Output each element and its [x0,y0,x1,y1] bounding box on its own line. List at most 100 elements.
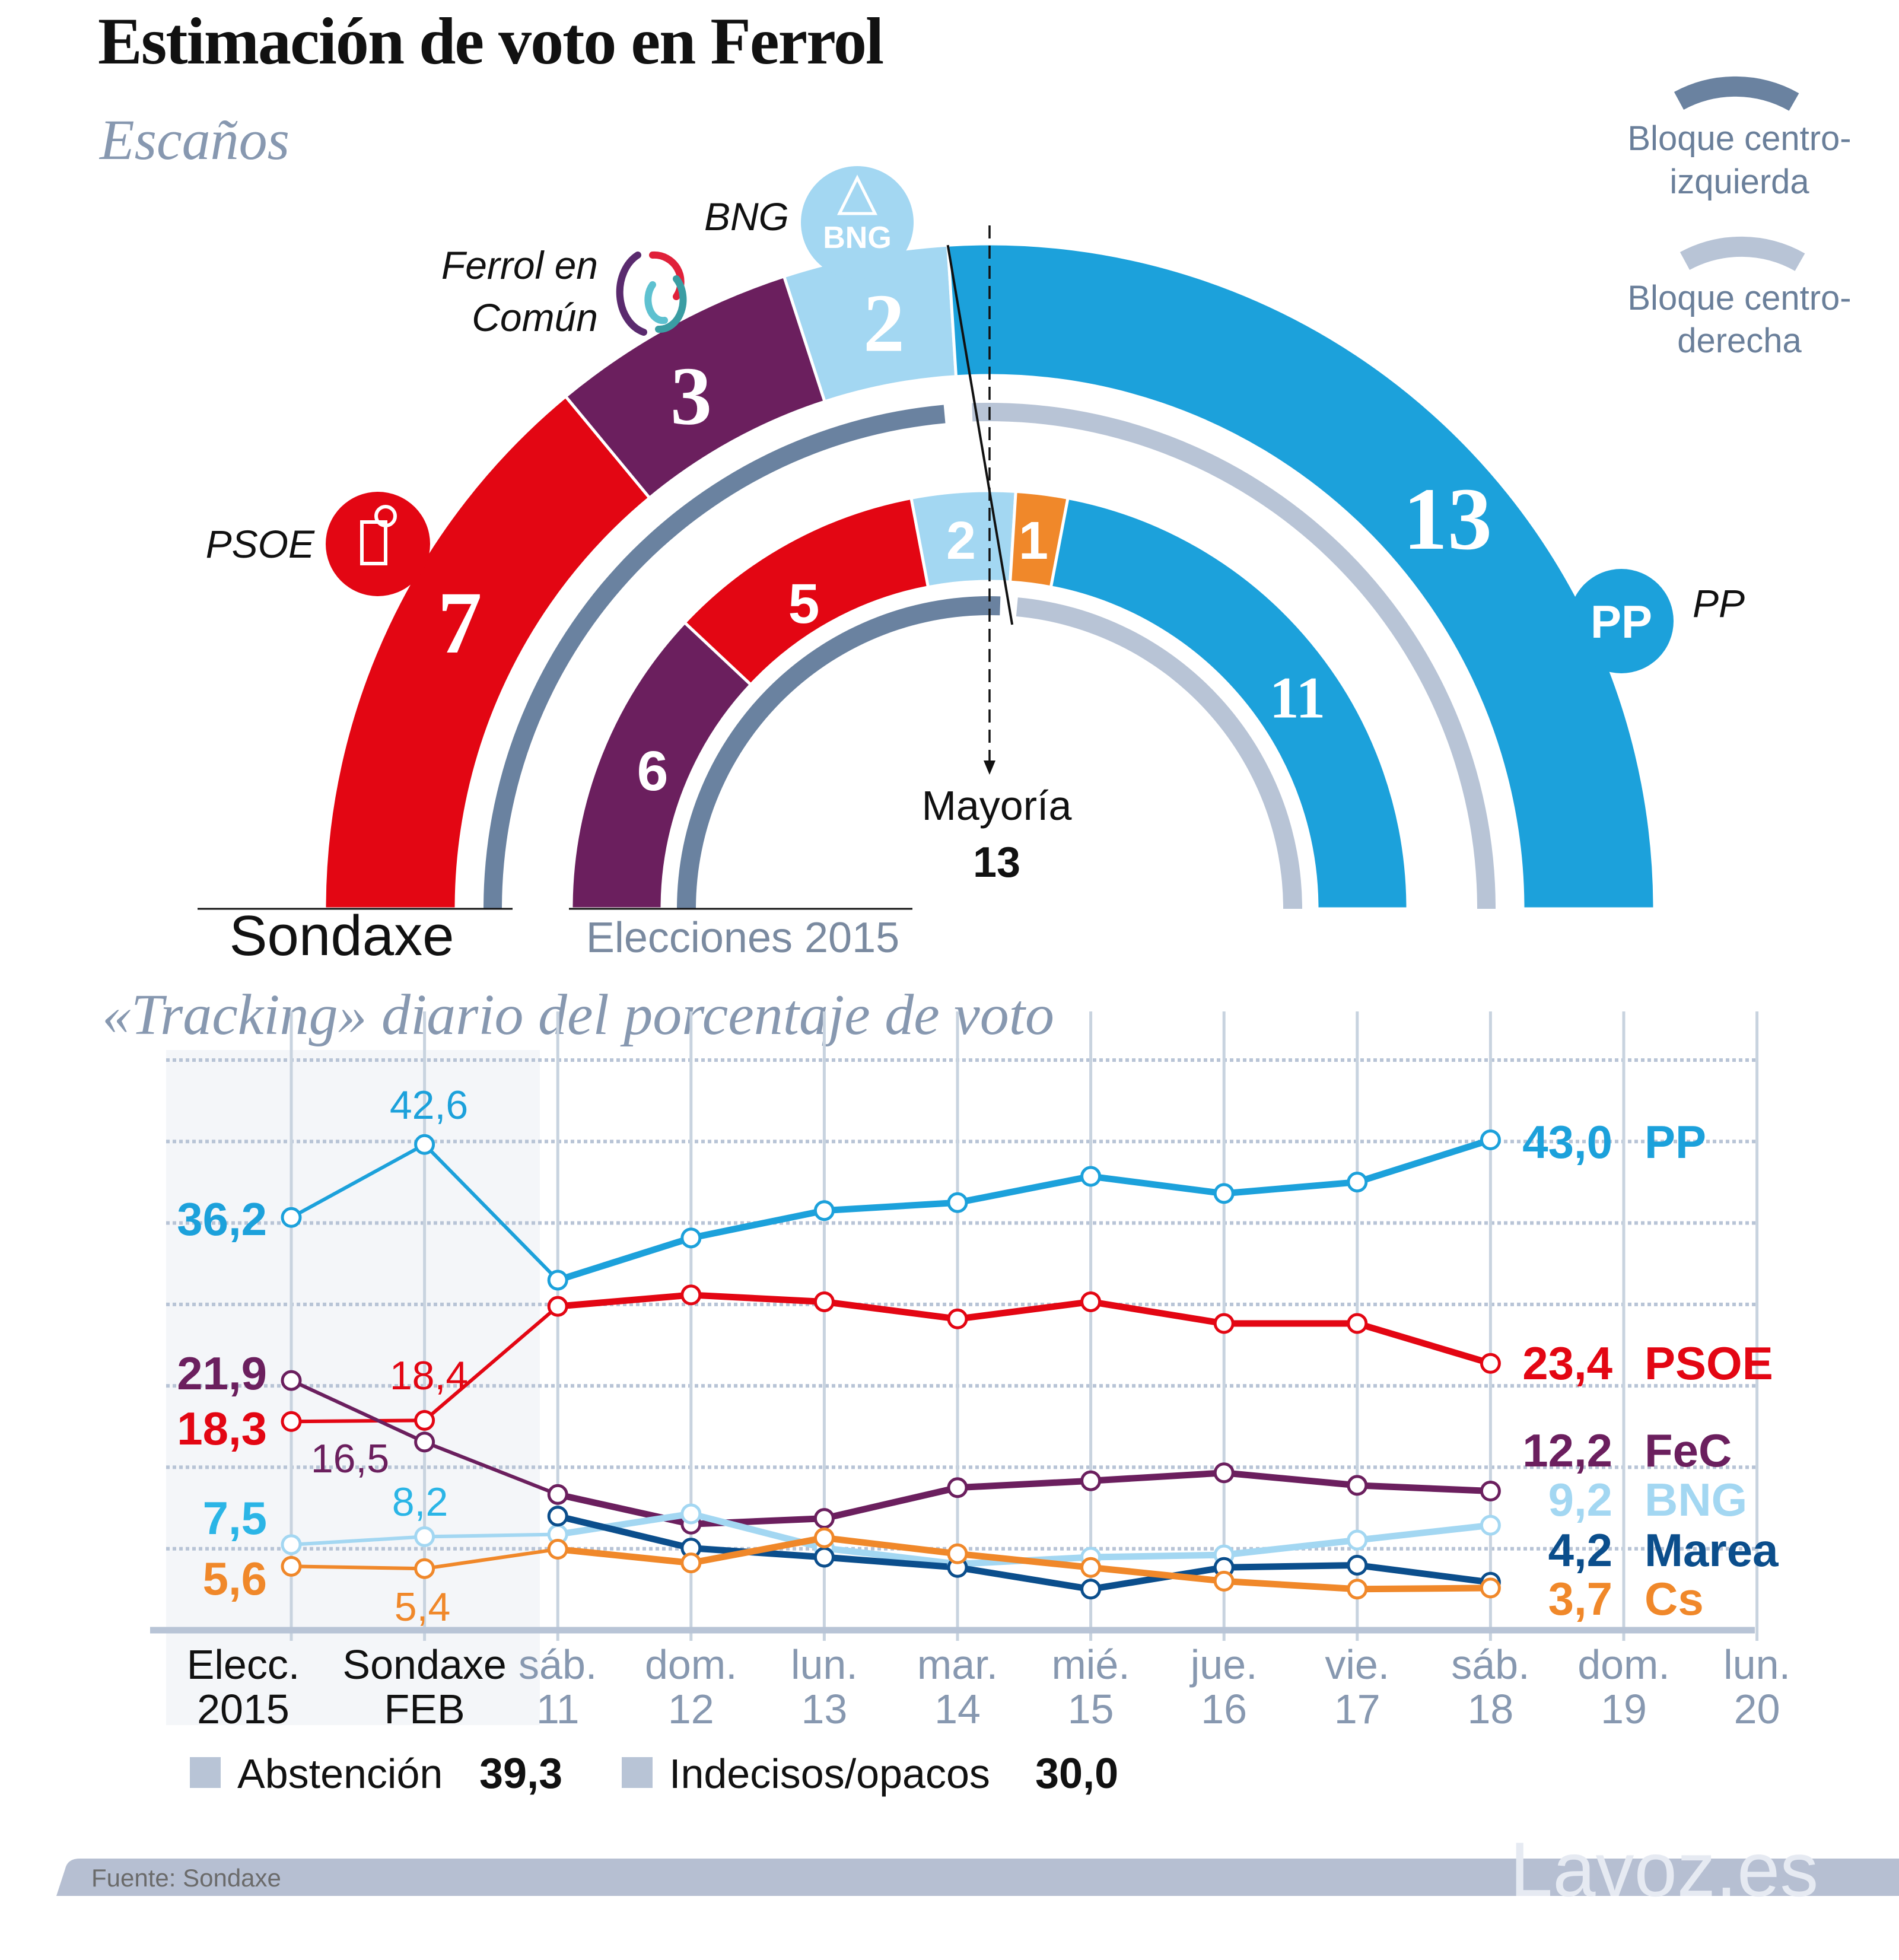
series-segment-fec [954,1477,1095,1491]
data-point-pp [281,1207,302,1228]
x-tick-label: 11 [536,1686,580,1732]
data-point-pp [414,1134,435,1155]
data-point-psoe [414,1409,435,1431]
series-segment-pp [1087,1173,1227,1197]
data-point-marea [1080,1579,1102,1600]
series-segment-psoe [954,1298,1095,1322]
majority-value: 13 [973,839,1020,886]
series-name-bng: BNG [1644,1474,1747,1526]
data-point-pp [1480,1129,1501,1151]
data-label-end-psoe: 23,4 [1522,1337,1612,1389]
seat-segment-pp [946,242,1656,911]
data-point-fec [1213,1462,1235,1484]
data-point-bng [547,1524,568,1545]
series-segment-pp [820,1199,961,1214]
x-tick-label: 19 [1601,1686,1647,1732]
series-segment-bng [290,1535,427,1547]
x-tick-label: lun. [791,1641,858,1688]
series-segment-bng [954,1554,1095,1568]
x-tick-label: 13 [801,1686,847,1732]
data-point-psoe [813,1291,835,1312]
seat-number-cs-2015: 1 [1019,511,1048,571]
series-segment-psoe [422,1304,560,1423]
data-point-bng [1480,1514,1501,1536]
abstencion-value: 39,3 [479,1750,562,1797]
x-tick-label: Sondaxe [342,1641,506,1688]
series-segment-pp [290,1143,427,1220]
series-segment-fec [1220,1469,1361,1489]
series-segment-marea [1354,1561,1494,1586]
seat-number-bng: 2 [863,278,905,370]
x-tick-label: lun. [1723,1641,1790,1688]
data-point-bng [1347,1529,1368,1551]
majority-arrow-icon [984,761,995,775]
x-tick-label: 20 [1734,1686,1780,1732]
gridlines [166,1058,1757,1551]
data-point-bng [414,1526,435,1547]
data-point-bng [1213,1544,1235,1566]
abstencion-swatch-icon [190,1757,221,1788]
series-segment-cs [820,1534,961,1557]
series-segment-cs [688,1534,828,1567]
data-label-feb-pp: 42,6 [390,1083,468,1128]
series-segment-cs [290,1564,427,1571]
series-segment-fec [554,1491,695,1528]
seat-number-psoe-2015: 5 [788,572,820,635]
data-point-fec [947,1477,968,1498]
data-point-cs [1480,1577,1501,1599]
legend-bloc-left: Bloque centro- izquierda [1627,76,1852,201]
data-labels: 36,2 42,6 43,0 PP 18,3 18,4 23,4 PSOE 21,9 16,5 12… [177,1083,1779,1630]
seat-number-fec: 3 [670,351,712,443]
data-point-pp [1213,1183,1235,1204]
data-point-fec [547,1484,568,1505]
data-point-bng [1080,1547,1102,1568]
footer-watermark: Lavoz.es [1510,1826,1818,1913]
series-segment-fec [290,1379,427,1444]
x-tick-label: 14 [934,1686,981,1732]
bng-logo-icon: BNG [801,166,914,279]
series-segment-fec [1087,1469,1227,1484]
data-point-bng [281,1534,302,1555]
bloc-arcs [484,403,1496,909]
bloc-right-swatch-icon [1679,236,1805,271]
series-segment-bng [554,1510,695,1538]
main-title: Estimación de voto en Ferrol [98,5,884,78]
parliament-chart: Mayoría 13 7 3 2 13 6 5 2 1 11 BNG BNG F… [198,76,1852,968]
party-label-bng: BNG [704,195,789,238]
outer-arc-sondaxe [323,242,1656,911]
series-segment-cs [422,1547,560,1571]
data-label-start-cs: 5,6 [203,1552,267,1605]
data-point-marea [680,1538,702,1559]
series-segment-pp [954,1173,1095,1206]
data-point-marea [813,1547,835,1568]
indecisos-swatch-icon [622,1757,653,1788]
seat-number-fec-2015: 6 [637,740,669,803]
svg-text:derecha: derecha [1677,322,1802,360]
series-segment-bng [422,1532,560,1539]
data-point-bng [680,1503,702,1525]
x-tick-label: mié. [1051,1641,1130,1688]
svg-text:Bloque centro-: Bloque centro- [1627,279,1851,317]
series-segment-marea [554,1513,695,1552]
series-segment-psoe [554,1291,695,1310]
bloc-right-arc-2015 [1016,597,1302,909]
data-point-cs [1213,1570,1235,1592]
data-point-fec [813,1508,835,1529]
data-point-bng [947,1554,968,1575]
pp-logo-icon: PP [1569,569,1674,673]
data-point-fec [281,1370,302,1391]
svg-text:BNG: BNG [823,221,892,255]
data-point-fec [414,1431,435,1453]
party-label-fec-line2: Común [472,295,598,339]
seat-number-pp: 13 [1403,470,1492,568]
series-name-psoe: PSOE [1644,1337,1773,1389]
party-label-fec-line1: Ferrol en [441,243,598,287]
seat-number-psoe: 7 [438,574,482,672]
series-segment-fec [820,1484,961,1522]
majority-label: Mayoría [922,782,1072,829]
series-name-fec: FeC [1644,1424,1732,1477]
bloc-left-arc-sondaxe [484,405,946,909]
data-point-psoe [1480,1353,1501,1374]
tracking-title: «Tracking» diario del porcentaje de voto [102,983,1054,1047]
data-point-fec [1080,1470,1102,1491]
